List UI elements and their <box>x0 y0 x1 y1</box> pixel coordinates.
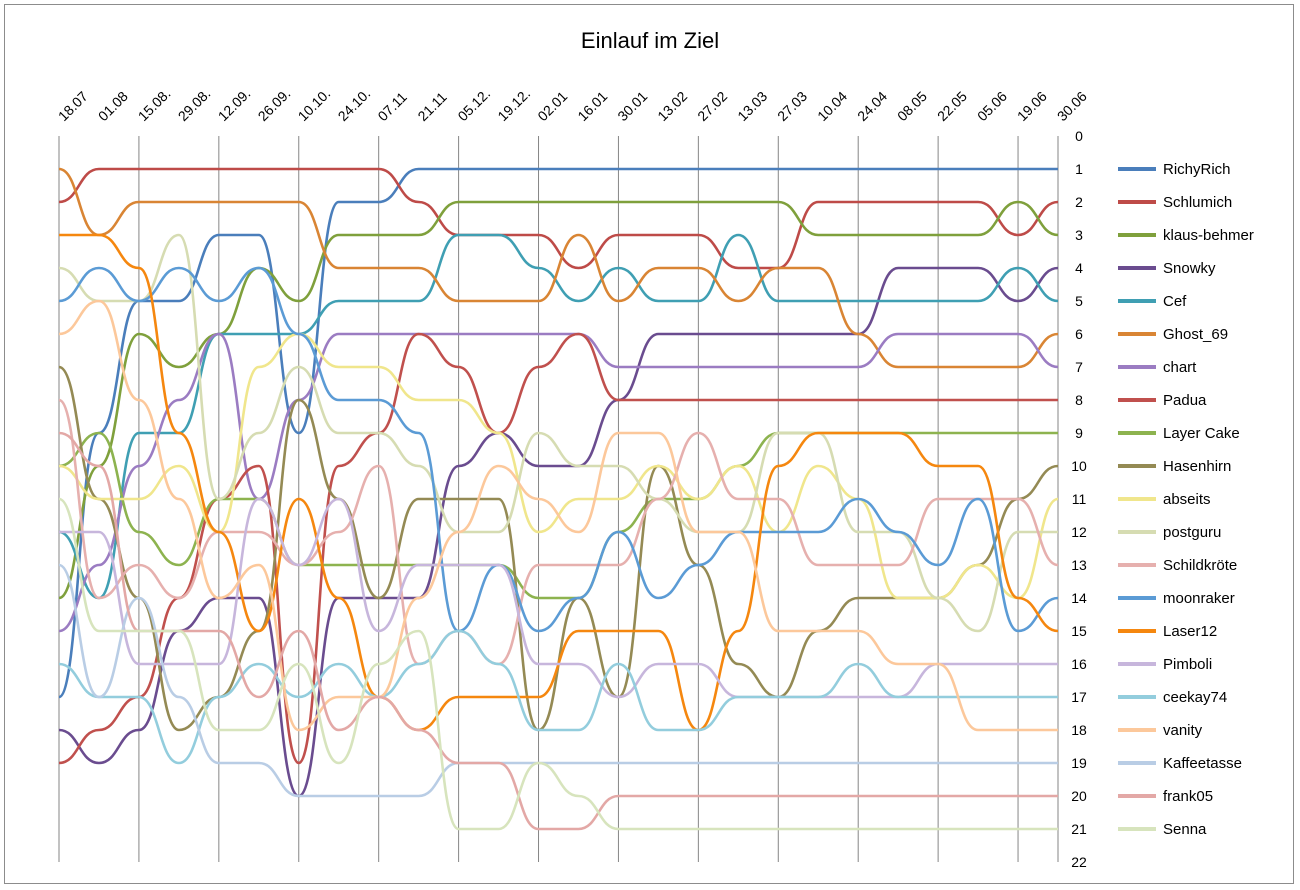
y-tick-label: 15 <box>1071 623 1087 639</box>
y-tick-label: 16 <box>1071 656 1087 672</box>
legend-label-schlumich: Schlumich <box>1163 194 1232 211</box>
legend-label-ceekay74: ceekay74 <box>1163 689 1227 706</box>
series-line-ghost-69 <box>58 167 1059 369</box>
x-tick-label: 18.07 <box>55 88 91 124</box>
y-tick-label: 22 <box>1071 854 1087 870</box>
x-tick-label: 27.03 <box>774 88 810 124</box>
x-tick-label: 01.08 <box>95 88 131 124</box>
series-line-vanity <box>58 299 1058 732</box>
y-tick-label: 11 <box>1072 491 1087 507</box>
x-tick-label: 08.05 <box>894 88 930 124</box>
x-tick-label: 12.09. <box>215 85 254 124</box>
legend-label-senna: Senna <box>1163 821 1207 838</box>
x-axis-ticks: 18.07 01.08 15.08. 29.08. 12.09. 26.09. 10.10.… <box>55 85 1090 124</box>
x-tick-label: 22.05 <box>934 88 970 124</box>
y-tick-label: 4 <box>1075 260 1083 276</box>
legend-label-moonraker: moonraker <box>1163 590 1235 607</box>
y-tick-label: 12 <box>1071 524 1087 540</box>
legend-label-schildkr-te: Schildkröte <box>1163 557 1237 574</box>
y-tick-label: 9 <box>1075 425 1083 441</box>
series-line-kaffeetasse <box>58 563 1058 798</box>
series-line-laser12 <box>59 233 1059 732</box>
x-tick-label: 16.01 <box>574 88 610 124</box>
y-tick-label: 21 <box>1071 821 1087 837</box>
legend-label-layer-cake: Layer Cake <box>1163 425 1240 442</box>
series-line-cef <box>58 233 1059 600</box>
x-tick-label: 19.06 <box>1014 88 1050 124</box>
x-tick-label: 15.08. <box>135 85 174 124</box>
chart-title: Einlauf im Ziel <box>580 28 720 53</box>
x-tick-label: 05.12. <box>454 85 493 124</box>
legend-label-cef: Cef <box>1163 293 1187 310</box>
series-line-schildkr-te <box>58 398 1059 666</box>
series-line-schlumich <box>58 167 1059 270</box>
y-tick-label: 0 <box>1075 128 1083 144</box>
legend-label-postguru: postguru <box>1163 524 1221 541</box>
x-tick-label: 02.01 <box>534 88 570 124</box>
x-tick-label: 24.10. <box>335 85 374 124</box>
x-tick-label: 10.04 <box>814 88 850 124</box>
legend-label-frank05: frank05 <box>1163 788 1213 805</box>
series-line-moonraker <box>58 266 1059 633</box>
legend-label-pimboli: Pimboli <box>1163 656 1212 673</box>
y-tick-label: 2 <box>1075 194 1083 210</box>
y-tick-label: 10 <box>1071 458 1087 474</box>
y-tick-label: 17 <box>1071 689 1087 705</box>
y-tick-label: 5 <box>1075 293 1083 309</box>
y-tick-label: 1 <box>1075 161 1083 177</box>
grid-layer <box>58 136 1059 862</box>
series-line-padua <box>58 332 1058 765</box>
legend-label-klaus-behmer: klaus-behmer <box>1163 227 1254 244</box>
legend-label-kaffeetasse: Kaffeetasse <box>1163 755 1242 772</box>
x-tick-label: 30.06 <box>1054 88 1090 124</box>
x-tick-label: 21.11 <box>414 89 450 125</box>
series-line-klaus-behmer <box>58 200 1059 600</box>
y-tick-label: 8 <box>1075 392 1083 408</box>
legend-label-hasenhirn: Hasenhirn <box>1163 458 1231 475</box>
legend-label-richyrich: RichyRich <box>1163 161 1231 178</box>
series-line-hasenhirn <box>58 365 1059 732</box>
y-tick-label: 13 <box>1071 557 1087 573</box>
x-tick-label: 13.02 <box>654 88 690 124</box>
y-tick-label: 7 <box>1075 359 1083 375</box>
legend-label-laser12: Laser12 <box>1163 623 1217 640</box>
legend-label-ghost-69: Ghost_69 <box>1163 326 1228 343</box>
y-tick-label: 20 <box>1071 788 1087 804</box>
x-tick-label: 27.02 <box>694 88 730 124</box>
legend-label-snowky: Snowky <box>1163 260 1216 277</box>
y-tick-label: 19 <box>1071 755 1087 771</box>
series-line-pimboli <box>59 497 1058 699</box>
legend-label-chart: chart <box>1163 359 1197 376</box>
series-line-richyrich <box>58 167 1058 699</box>
x-tick-label: 29.08. <box>175 85 214 124</box>
x-tick-label: 07.11 <box>374 89 410 125</box>
y-tick-label: 6 <box>1075 326 1083 342</box>
legend-label-vanity: vanity <box>1163 722 1203 739</box>
legend: RichyRich Schlumich klaus-behmer Snowky Cef G… <box>1118 161 1254 838</box>
x-tick-label: 24.04 <box>854 88 890 124</box>
y-tick-label: 3 <box>1075 227 1083 243</box>
legend-label-padua: Padua <box>1163 392 1207 409</box>
x-tick-label: 19.12. <box>494 85 533 124</box>
x-tick-label: 30.01 <box>614 88 650 124</box>
series-layer <box>58 167 1059 831</box>
y-tick-label: 18 <box>1071 722 1087 738</box>
y-tick-label: 14 <box>1071 590 1087 606</box>
legend-label-abseits: abseits <box>1163 491 1211 508</box>
series-line-postguru <box>58 233 1058 633</box>
x-tick-label: 26.09. <box>255 85 294 124</box>
x-tick-label: 05.06 <box>974 88 1010 124</box>
series-line-senna <box>58 497 1058 831</box>
series-line-frank05 <box>58 431 1058 831</box>
x-tick-label: 13.03 <box>734 88 770 124</box>
x-tick-label: 10.10. <box>295 85 334 124</box>
series-line-ceekay74 <box>58 629 1058 765</box>
